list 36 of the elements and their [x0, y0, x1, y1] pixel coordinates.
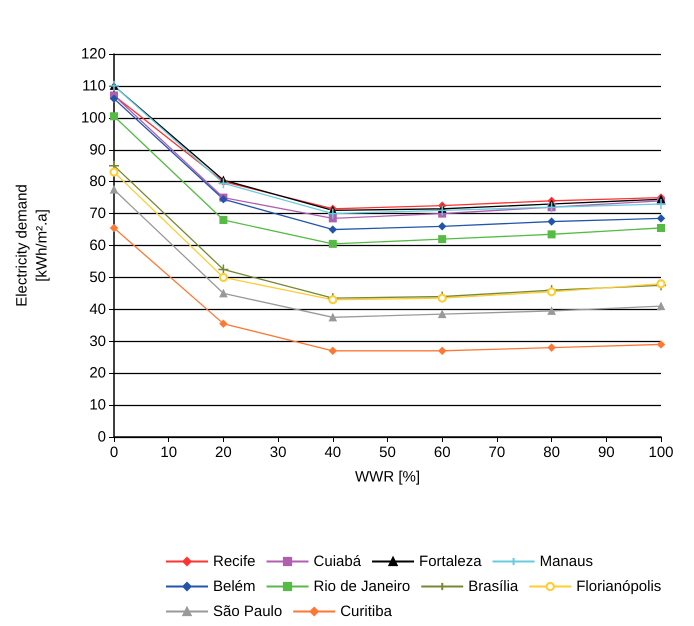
- y-tick-label: 0: [98, 428, 106, 446]
- x-tick-label: 50: [379, 444, 396, 461]
- x-tick-label: 80: [543, 444, 560, 461]
- y-tick-label: 70: [89, 205, 106, 222]
- y-tick-label: 110: [82, 77, 106, 94]
- legend-label: Manaus: [540, 553, 593, 570]
- y-tick-label: 90: [89, 141, 106, 158]
- y-tick-label: 100: [80, 109, 106, 126]
- legend-label: São Paulo: [213, 603, 282, 620]
- x-tick-label: 0: [110, 444, 118, 461]
- x-tick-label: 10: [160, 444, 178, 461]
- x-tick-label: 60: [434, 444, 451, 461]
- y-tick-label: 40: [89, 300, 106, 318]
- legend-label: Florianópolis: [576, 578, 662, 595]
- y-tick-label: 120: [80, 46, 106, 62]
- x-tick-label: 30: [270, 444, 286, 461]
- legend-label: Recife: [213, 553, 256, 570]
- legend-label: Curitiba: [340, 603, 393, 620]
- y-tick-label: 20: [89, 364, 106, 382]
- x-axis-title: WWR [%]: [355, 468, 420, 486]
- x-tick-label: 100: [648, 444, 674, 461]
- y-tick-label: 10: [89, 396, 106, 414]
- legend-label: Belém: [213, 578, 256, 595]
- x-tick-label: 40: [324, 444, 342, 461]
- legend-label: Fortaleza: [419, 553, 482, 570]
- y-tick-label: 60: [89, 237, 106, 254]
- y-axis-title: Electricity demand [kWh/m².a]: [14, 184, 50, 307]
- x-tick-label: 90: [598, 444, 615, 461]
- x-tick-label: 70: [488, 444, 506, 461]
- legend-label: Cuiabá: [314, 553, 362, 570]
- x-tick-label: 20: [215, 444, 232, 461]
- y-tick-label: 30: [89, 332, 106, 350]
- y-tick-label: 80: [89, 173, 106, 190]
- legend-label: Brasília: [468, 578, 519, 595]
- legend-label: Rio de Janeiro: [314, 578, 410, 595]
- y-tick-label: 50: [89, 268, 106, 286]
